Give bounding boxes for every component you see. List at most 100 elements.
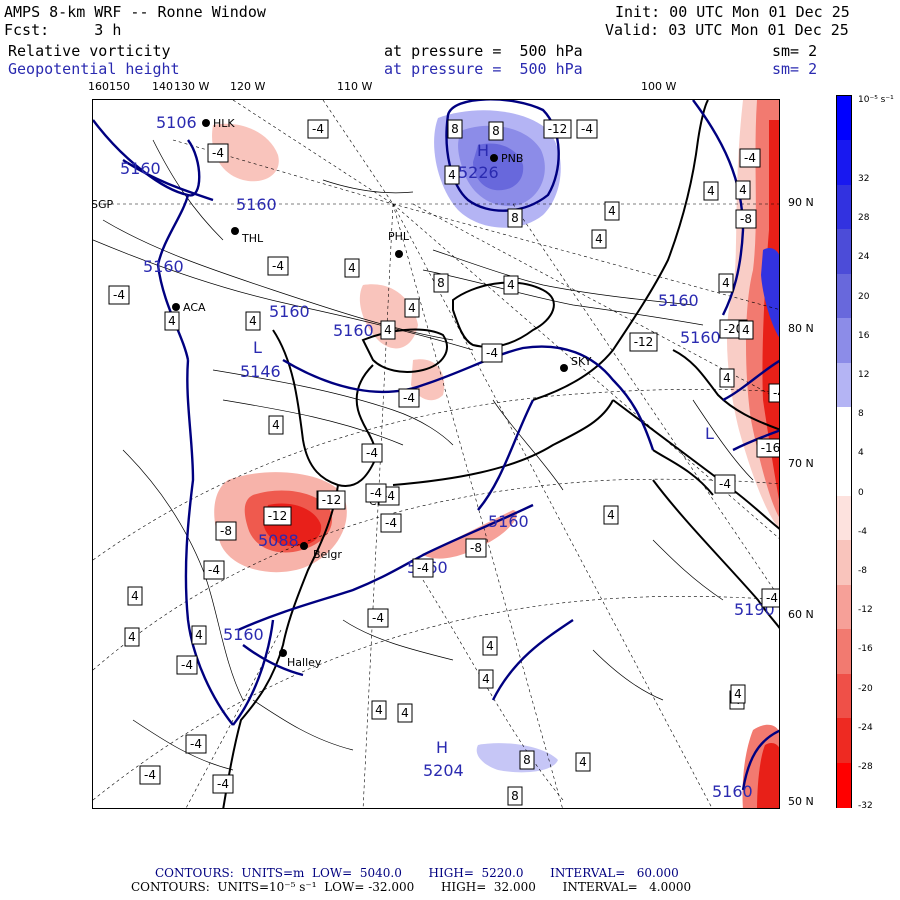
vorticity-label-text: -16 xyxy=(761,441,780,455)
colorbar-tick-label: 16 xyxy=(858,330,870,341)
vorticity-label-box xyxy=(398,388,420,408)
vorticity-label-box xyxy=(404,298,420,318)
vorticity-label-box xyxy=(478,669,494,689)
geopotential-contours xyxy=(93,100,779,791)
station-sky-marker[interactable] xyxy=(560,364,568,372)
vorticity-label-box xyxy=(108,285,130,305)
lat-label-60: 60 N xyxy=(788,608,814,621)
vorticity-label-text: -12 xyxy=(322,493,342,507)
field2-smoothing: sm= 2 xyxy=(772,60,818,78)
station-phl-marker[interactable] xyxy=(395,250,403,258)
low-marker: L xyxy=(705,424,714,443)
station-pnb-marker[interactable] xyxy=(490,154,498,162)
vorticity-label-text: 4 xyxy=(595,232,603,246)
vorticity-contours xyxy=(93,139,754,771)
station-aca-label: ACA xyxy=(183,301,206,314)
station-thl-marker[interactable] xyxy=(231,227,239,235)
vorticity-label-text: 4 xyxy=(579,755,587,769)
lat-lon-grid xyxy=(93,100,779,808)
vorticity-label-box xyxy=(730,684,746,704)
vorticity-label-box xyxy=(719,368,735,388)
height-label-5160: 5160 xyxy=(120,159,161,178)
vorticity-label-text: -4 xyxy=(370,486,382,500)
lat-label-70: 70 N xyxy=(788,457,814,470)
colorbar-swatch xyxy=(837,762,851,808)
vorticity-label-text: 4 xyxy=(707,184,715,198)
vorticity-label-text: -12 xyxy=(634,335,654,349)
vorticity-label-text: -4 xyxy=(272,259,284,273)
vorticity-label-box xyxy=(215,521,237,541)
vorticity-label-box xyxy=(703,181,719,201)
forecast-hour: Fcst: 3 h xyxy=(4,21,122,39)
colorbar-swatch xyxy=(837,495,851,541)
vorticity-label-text: -4 xyxy=(581,122,593,136)
vorticity-label-text: 8 xyxy=(511,211,519,225)
vorticity-label-box xyxy=(433,273,449,293)
vorticity-label-box xyxy=(263,506,292,526)
height-label-5160: 5160 xyxy=(712,782,753,801)
vorticity-label-text: 4 xyxy=(486,639,494,653)
colorbar-tick-label: -4 xyxy=(858,526,867,537)
footer-height-contours: CONTOURS: UNITS=m LOW= 5040.0 HIGH= 5220… xyxy=(155,866,679,880)
vorticity-label-text: 4 xyxy=(482,672,490,686)
station-halley-marker[interactable] xyxy=(279,649,287,657)
vorticity-label-text: -12 xyxy=(268,509,288,523)
colorbar-tick-label: -24 xyxy=(858,722,873,733)
vorticity-label-box xyxy=(629,332,658,352)
station-aca-marker[interactable] xyxy=(172,303,180,311)
vorticity-label-text: 8 xyxy=(437,276,445,290)
colorbar-swatch xyxy=(837,451,851,497)
colorbar xyxy=(836,95,852,808)
high-marker: H xyxy=(436,738,448,757)
vorticity-label-box xyxy=(481,343,503,363)
vorticity-label-box xyxy=(371,700,387,720)
colorbar-swatch xyxy=(837,184,851,230)
station-hlk-label: HLK xyxy=(213,117,235,130)
station-thl-label: THL xyxy=(241,232,264,245)
height-label-5160: 5160 xyxy=(269,302,310,321)
colorbar-tick-label: -12 xyxy=(858,605,873,616)
vorticity-label-text: 4 xyxy=(249,314,257,328)
vorticity-label-box xyxy=(344,258,360,278)
lat-label-80: 80 N xyxy=(788,322,814,335)
vorticity-label-box xyxy=(756,438,779,458)
height-label-5160: 5160 xyxy=(680,328,721,347)
colorbar-swatch xyxy=(837,407,851,452)
colorbar-tick-label: -8 xyxy=(858,566,867,576)
vorticity-label-text: -4 xyxy=(766,591,778,605)
vorticity-label-text: -4 xyxy=(744,151,756,165)
station-belgr-marker[interactable] xyxy=(300,542,308,550)
vorticity-label-text: -12 xyxy=(548,122,568,136)
map-panel[interactable]: HLK PNB THL PHL SGP ACA SKY CLB Belgr Ha… xyxy=(92,99,780,809)
vorticity-label-text: 4 xyxy=(507,278,515,292)
vorticity-label-box xyxy=(267,256,289,276)
vorticity-label-text: 4 xyxy=(348,261,356,275)
vorticity-label-box xyxy=(714,474,736,494)
vorticity-label-box xyxy=(412,558,434,578)
footer-vorticity-contours: CONTOURS: UNITS=10⁻⁵ s⁻¹ LOW= -32.000 HI… xyxy=(131,880,692,894)
vorticity-label-text: 4 xyxy=(408,301,416,315)
vorticity-label-box xyxy=(738,320,754,340)
height-labels: 5106 5160 5160 5160 5160 5160 5160 5160 … xyxy=(120,113,775,801)
vorticity-label-box xyxy=(735,209,757,229)
vorticity-label-box xyxy=(503,275,519,295)
colorbar-swatch xyxy=(837,584,851,630)
height-label-5160: 5160 xyxy=(488,512,529,531)
lon-label-120: 120 W xyxy=(230,80,266,93)
vorticity-label-box xyxy=(164,311,180,331)
vorticity-label-box xyxy=(576,119,598,139)
vorticity-label-text: 4 xyxy=(734,687,742,701)
vorticity-label-box xyxy=(207,143,229,163)
station-hlk-marker[interactable] xyxy=(202,119,210,127)
colorbar-swatch xyxy=(837,629,851,675)
vorticity-label-box xyxy=(268,415,284,435)
vorticity-label-box xyxy=(507,208,523,228)
vorticity-label-text: -4 xyxy=(190,737,202,751)
map-canvas: HLK PNB THL PHL SGP ACA SKY CLB Belgr Ha… xyxy=(93,100,780,808)
vorticity-label-box xyxy=(317,490,346,510)
vorticity-label-box xyxy=(367,608,389,628)
vorticity-label-text: -20 xyxy=(724,322,744,336)
height-label-5146: 5146 xyxy=(240,362,281,381)
valid-time: Valid: 03 UTC Mon 01 Dec 25 xyxy=(605,21,849,39)
vorticity-label-text: 4 xyxy=(401,706,409,720)
